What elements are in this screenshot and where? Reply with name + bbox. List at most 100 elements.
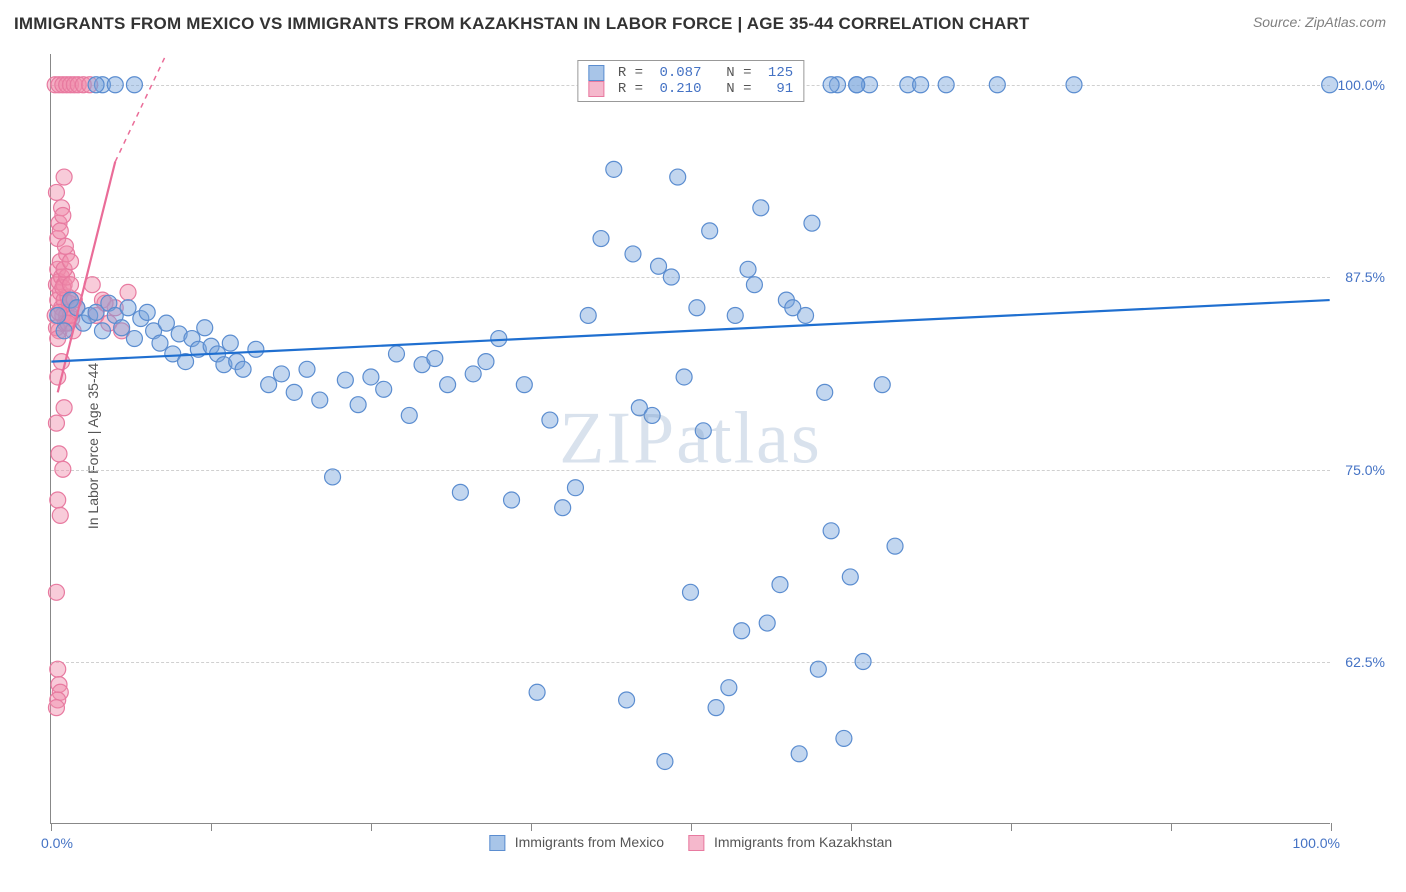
data-point — [465, 366, 481, 382]
data-point — [107, 77, 123, 93]
data-point — [734, 623, 750, 639]
r-value-mexico: 0.087 — [659, 65, 701, 81]
data-point — [152, 335, 168, 351]
legend-swatch-kazakhstan-bottom — [688, 835, 704, 851]
data-point — [376, 381, 392, 397]
data-point — [50, 661, 66, 677]
legend-swatch-mexico-bottom — [489, 835, 505, 851]
data-point — [126, 331, 142, 347]
data-point — [50, 492, 66, 508]
data-point — [913, 77, 929, 93]
data-point — [683, 584, 699, 600]
data-point — [772, 577, 788, 593]
data-point — [350, 397, 366, 413]
data-point — [222, 335, 238, 351]
correlation-legend: R = 0.087 N = 125 R = 0.210 N = 91 — [577, 60, 804, 102]
data-point — [120, 300, 136, 316]
data-point — [606, 161, 622, 177]
data-point — [48, 184, 64, 200]
data-point — [63, 254, 79, 270]
data-point — [798, 307, 814, 323]
data-point — [52, 223, 68, 239]
legend-label-kazakhstan: Immigrants from Kazakhstan — [714, 834, 892, 850]
data-point — [625, 246, 641, 262]
data-point — [94, 323, 110, 339]
x-tick — [1011, 823, 1012, 831]
data-point — [817, 384, 833, 400]
data-point — [48, 700, 64, 716]
data-point — [51, 446, 67, 462]
data-point — [759, 615, 775, 631]
y-tick-label: 100.0% — [1338, 77, 1385, 93]
x-tick — [691, 823, 692, 831]
n-value-kazakhstan: 91 — [768, 81, 793, 97]
source-label: Source: ZipAtlas.com — [1253, 14, 1386, 30]
data-point — [63, 277, 79, 293]
data-point — [676, 369, 692, 385]
y-tick-label: 75.0% — [1345, 462, 1385, 478]
x-tick — [1171, 823, 1172, 831]
data-point — [823, 523, 839, 539]
data-point — [1066, 77, 1082, 93]
scatter-svg — [51, 54, 1330, 823]
data-point — [804, 215, 820, 231]
data-point — [849, 77, 865, 93]
data-point — [504, 492, 520, 508]
data-point — [478, 354, 494, 370]
legend-row-kazakhstan: R = 0.210 N = 91 — [588, 81, 793, 97]
x-tick — [1331, 823, 1332, 831]
data-point — [55, 461, 71, 477]
data-point — [337, 372, 353, 388]
data-point — [427, 351, 443, 367]
data-point — [388, 346, 404, 362]
data-point — [740, 261, 756, 277]
chart-container: IMMIGRANTS FROM MEXICO VS IMMIGRANTS FRO… — [0, 0, 1406, 892]
data-point — [842, 569, 858, 585]
data-point — [836, 730, 852, 746]
data-point — [114, 320, 130, 336]
data-point — [529, 684, 545, 700]
data-point — [48, 415, 64, 431]
x-tick — [851, 823, 852, 831]
legend-item-kazakhstan: Immigrants from Kazakhstan — [688, 834, 892, 851]
data-point — [753, 200, 769, 216]
data-point — [440, 377, 456, 393]
data-point — [1322, 77, 1338, 93]
data-point — [989, 77, 1005, 93]
plot-area: ZIPatlas 62.5%75.0%87.5%100.0% R = 0.087… — [50, 54, 1330, 824]
data-point — [56, 400, 72, 416]
data-point — [619, 692, 635, 708]
data-point — [88, 77, 104, 93]
data-point — [52, 507, 68, 523]
data-point — [235, 361, 251, 377]
data-point — [887, 538, 903, 554]
r-value-kazakhstan: 0.210 — [659, 81, 701, 97]
y-tick-label: 62.5% — [1345, 654, 1385, 670]
data-point — [299, 361, 315, 377]
data-point — [791, 746, 807, 762]
data-point — [874, 377, 890, 393]
data-point — [516, 377, 532, 393]
data-point — [727, 307, 743, 323]
legend-label-mexico: Immigrants from Mexico — [515, 834, 664, 850]
x-axis-max-label: 100.0% — [1293, 835, 1340, 851]
data-point — [708, 700, 724, 716]
data-point — [126, 77, 142, 93]
data-point — [580, 307, 596, 323]
data-point — [702, 223, 718, 239]
data-point — [855, 654, 871, 670]
data-point — [197, 320, 213, 336]
data-point — [56, 169, 72, 185]
data-point — [401, 407, 417, 423]
data-point — [644, 407, 660, 423]
data-point — [48, 584, 64, 600]
legend-row-mexico: R = 0.087 N = 125 — [588, 65, 793, 81]
data-point — [312, 392, 328, 408]
data-point — [670, 169, 686, 185]
legend-swatch-kazakhstan — [588, 81, 604, 97]
trend-line-kazakhstan-dashed — [115, 54, 166, 162]
x-tick — [371, 823, 372, 831]
data-point — [663, 269, 679, 285]
data-point — [273, 366, 289, 382]
data-point — [139, 304, 155, 320]
